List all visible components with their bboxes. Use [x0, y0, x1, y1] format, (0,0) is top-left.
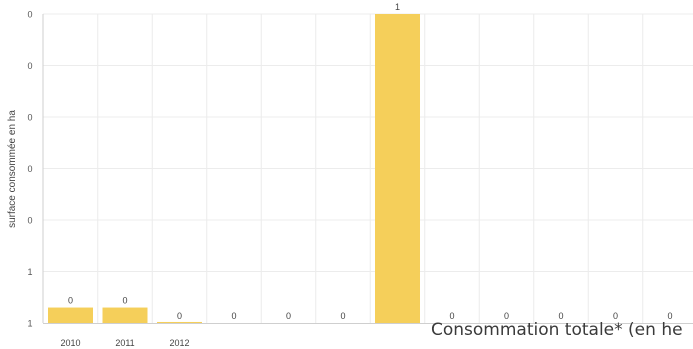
- chart-caption: Consommation totale* (en he: [431, 320, 683, 340]
- bar-value-label: 0: [231, 311, 236, 321]
- bar-value-label: 1: [395, 2, 400, 12]
- y-axis-ticks: 1 1 0 0 0 0 0: [27, 10, 32, 329]
- bar[interactable]: [157, 321, 202, 323]
- y-tick-label: 1: [27, 319, 32, 329]
- bar-value-label: 0: [613, 311, 618, 321]
- y-tick-label: 0: [27, 164, 32, 174]
- bar-value-label: 0: [558, 311, 563, 321]
- y-tick-label: 1: [27, 267, 32, 277]
- y-tick-label: 0: [27, 61, 32, 71]
- bar-value-label: 0: [286, 311, 291, 321]
- bar[interactable]: [375, 14, 420, 323]
- x-tick-label: 2011: [115, 338, 134, 348]
- y-tick-label: 0: [27, 113, 32, 123]
- y-tick-label: 0: [27, 10, 32, 20]
- x-tick-label: 2010: [60, 338, 80, 348]
- value-labels: 0000001000000: [68, 2, 673, 321]
- bar[interactable]: [48, 307, 93, 323]
- bar-value-label: 0: [449, 311, 454, 321]
- y-tick-label: 0: [27, 216, 32, 226]
- bar-value-label: 0: [504, 311, 509, 321]
- bar-value-label: 0: [667, 311, 672, 321]
- y-axis-title: surface consommée en ha: [7, 110, 18, 228]
- bars: [48, 14, 420, 323]
- gridlines: [43, 13, 693, 323]
- x-axis-ticks: 2010 2011 2012: [60, 338, 189, 348]
- x-tick-label: 2012: [169, 338, 189, 348]
- bar-value-label: 0: [177, 311, 182, 321]
- bar-value-label: 0: [122, 296, 127, 306]
- bar-value-label: 0: [68, 296, 73, 306]
- bar-value-label: 0: [340, 311, 345, 321]
- bar[interactable]: [102, 307, 148, 323]
